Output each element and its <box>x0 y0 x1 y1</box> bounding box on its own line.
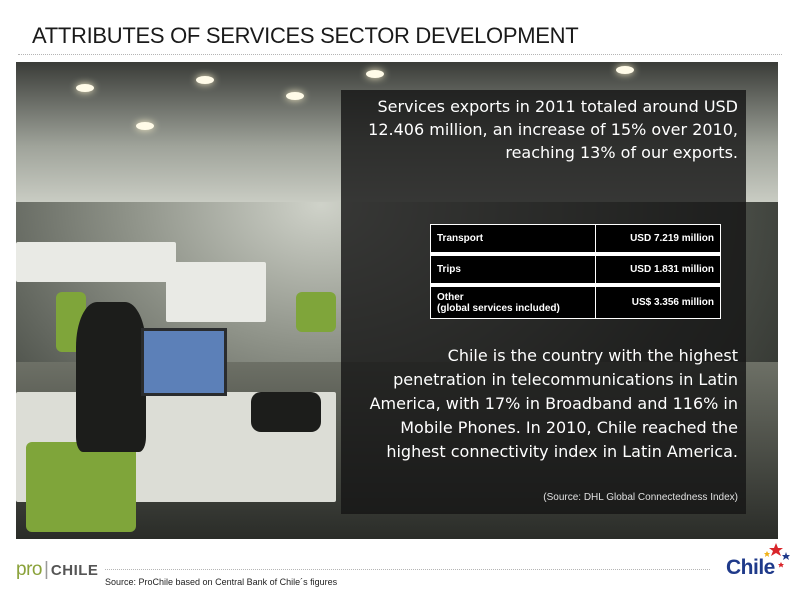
photo-chair <box>296 292 336 332</box>
title-divider <box>18 54 782 55</box>
table-row-label: Other <box>437 291 464 303</box>
table-row-sublabel: (global services included) <box>437 302 560 314</box>
photo-telephone <box>251 392 321 432</box>
telecom-text: Chile is the country with the highest pe… <box>369 346 738 461</box>
table-row: Other (global services included) US$ 3.3… <box>430 283 721 319</box>
chile-brand-logo: Chile <box>724 540 794 590</box>
table-row-label: Transport <box>430 224 596 255</box>
chile-brand-wordmark: Chile <box>726 556 775 579</box>
photo-ceiling-light <box>616 66 634 74</box>
photo-chair <box>26 442 136 532</box>
photo-person <box>76 302 146 452</box>
photo-ceiling-light <box>196 76 214 84</box>
source-note: (Source: DHL Global Connectedness Index) <box>543 492 738 503</box>
services-exports-text: Services exports in 2011 totaled around … <box>368 97 738 162</box>
table-row: Trips USD 1.831 million <box>430 252 721 286</box>
prochile-logo-separator: | <box>43 559 49 580</box>
table-row-label: Trips <box>430 252 596 286</box>
prochile-logo: pro | CHILE <box>16 559 98 581</box>
table-row-label-cell: Other (global services included) <box>430 283 596 319</box>
slide-title: ATTRIBUTES OF SERVICES SECTOR DEVELOPMEN… <box>32 23 579 48</box>
table-row-value: USD 7.219 million <box>595 224 721 255</box>
photo-desk <box>16 242 176 282</box>
photo-monitor <box>141 328 227 396</box>
services-exports-table: Transport USD 7.219 million Trips USD 1.… <box>430 224 721 319</box>
table-row: Transport USD 7.219 million <box>430 224 721 255</box>
footer-source: Source: ProChile based on Central Bank o… <box>105 577 338 587</box>
table-row-value: USD 1.831 million <box>595 252 721 286</box>
prochile-logo-pro: pro <box>16 559 42 580</box>
photo-ceiling-light <box>366 70 384 78</box>
photo-ceiling-light <box>136 122 154 130</box>
footer-divider <box>105 569 710 570</box>
star-icon <box>764 543 790 568</box>
photo-ceiling-light <box>76 84 94 92</box>
photo-ceiling-light <box>286 92 304 100</box>
photo-desk <box>166 262 266 322</box>
table-row-value: US$ 3.356 million <box>595 283 721 319</box>
prochile-logo-chile: CHILE <box>50 561 99 579</box>
